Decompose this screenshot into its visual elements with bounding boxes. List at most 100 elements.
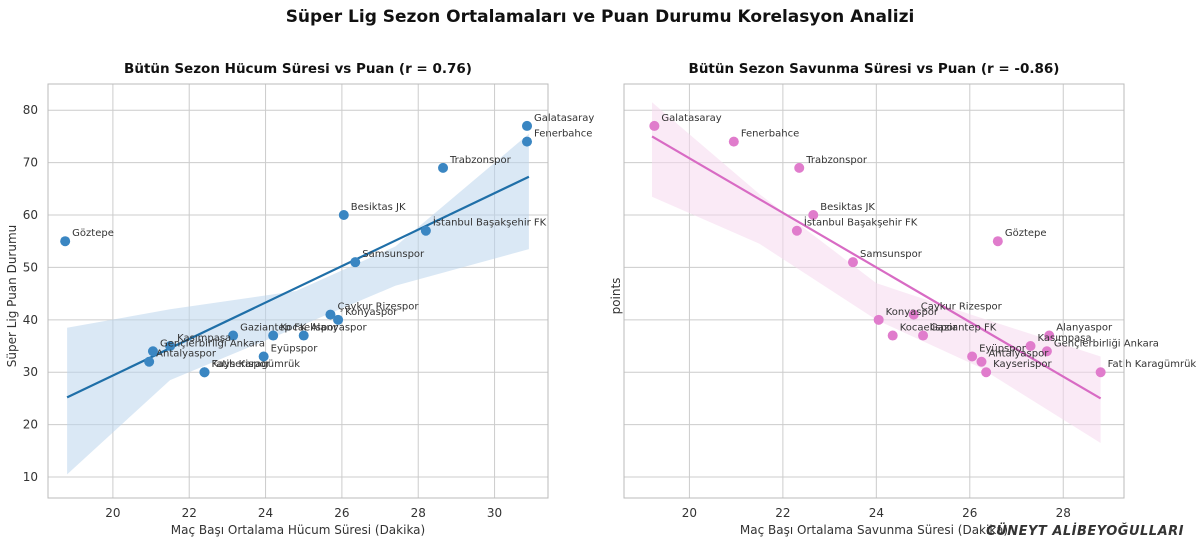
data-point (268, 330, 279, 341)
data-point (887, 330, 898, 341)
axes-frame (47, 83, 549, 499)
point-label: Antalyaspor (156, 349, 217, 360)
point-label: Trabzonspor (805, 155, 868, 166)
point-label: Gençlerbirliği Ankara (1054, 337, 1159, 349)
point-label: Kayserispor (211, 359, 270, 370)
point-label: Çaykur Rizespor (337, 302, 419, 313)
point-label: Gaziantep FK (930, 323, 997, 334)
author-signature: CÜNEYT ALİBEYOĞULLARI (986, 524, 1184, 539)
point-label: Alanyaspor (1056, 323, 1113, 334)
point-label: Samsunspor (860, 249, 923, 260)
data-point (333, 314, 344, 325)
x-tick-label: 24 (258, 506, 273, 520)
chart-attack-vs-points: Galatasaray Fenerbahce Trabzonspor Besiktas… (5, 61, 594, 537)
point-label: Galatasaray (534, 113, 594, 124)
point-label: Fatih Karagümrük (211, 359, 300, 370)
data-point (1041, 346, 1052, 357)
data-point (981, 367, 992, 378)
point-label: Kocaelispor (280, 323, 338, 334)
point-label: Kasımpaşa (1038, 333, 1092, 344)
point-label: Eyüpspor (979, 344, 1027, 355)
plot-area: Galatasaray Fenerbahce Trabzonspor Besiktas… (623, 83, 1197, 520)
data-point (325, 309, 336, 320)
data-point (908, 309, 919, 320)
point-label: Besiktas JK (351, 202, 406, 213)
y-tick-label: 20 (23, 418, 38, 432)
y-tick-label: 50 (23, 260, 38, 274)
regression-line (66, 175, 530, 399)
point-label: Gençlerbirliği Ankara (160, 337, 265, 349)
x-tick-label: 20 (105, 506, 120, 520)
plot-area: Galatasaray Fenerbahce Trabzonspor Besiktas… (23, 83, 594, 520)
data-point (350, 257, 361, 268)
data-point (1025, 341, 1036, 352)
confidence-band (67, 133, 529, 475)
data-point (847, 257, 858, 268)
point-label: Çaykur Rizespor (921, 302, 1003, 313)
y-axis-label: Süper Lig Puan Durumu (5, 225, 19, 368)
x-tick-label: 28 (1056, 506, 1071, 520)
data-point (298, 330, 309, 341)
point-label: Fenerbahce (741, 129, 799, 140)
x-axis-label: Maç Başı Ortalama Savunma Süresi (Dakika… (740, 523, 1008, 537)
point-label: Fatih Karagümrük (1108, 359, 1197, 370)
y-axis-label: points (609, 278, 623, 315)
chart-title: Bütün Sezon Hücum Süresi vs Puan (r = 0.… (124, 61, 472, 77)
data-point (918, 330, 929, 341)
point-label: Fenerbahce (534, 129, 592, 140)
data-point (976, 356, 987, 367)
data-point (873, 314, 884, 325)
data-point (967, 351, 978, 362)
y-tick-label: 70 (23, 156, 38, 170)
point-label: Göztepe (72, 228, 114, 239)
data-point (728, 136, 739, 147)
point-label: Kasımpaşa (177, 333, 231, 344)
data-point (258, 351, 269, 362)
regression-line (651, 135, 1102, 400)
y-tick-label: 30 (23, 365, 38, 379)
point-label: Konyaspor (886, 307, 939, 318)
point-label: Antalyaspor (988, 349, 1049, 360)
axes-frame (623, 83, 1125, 499)
point-label: Kayserispor (993, 359, 1052, 370)
data-point (791, 225, 802, 236)
y-tick-label: 80 (23, 103, 38, 117)
x-tick-label: 26 (334, 506, 349, 520)
data-point (794, 162, 805, 173)
x-tick-label: 22 (182, 506, 197, 520)
point-label: Galatasaray (661, 113, 721, 124)
x-tick-label: 22 (775, 506, 790, 520)
data-point (420, 225, 431, 236)
data-point (147, 346, 158, 357)
x-tick-label: 26 (962, 506, 977, 520)
x-tick-label: 24 (869, 506, 884, 520)
data-point (165, 341, 176, 352)
point-label: Gaziantep FK (240, 323, 307, 334)
point-label: Konyaspor (345, 307, 398, 318)
y-tick-label: 10 (23, 470, 38, 484)
chart-title: Bütün Sezon Savunma Süresi vs Puan (r = … (689, 61, 1060, 77)
data-point (228, 330, 239, 341)
point-label: İstanbul Başakşehir FK (804, 216, 918, 229)
x-tick-label: 20 (682, 506, 697, 520)
data-point (522, 120, 533, 131)
confidence-band (652, 102, 1101, 444)
data-point (199, 367, 210, 378)
x-tick-label: 28 (411, 506, 426, 520)
point-label: Kocaelispor (900, 323, 958, 334)
data-point (649, 120, 660, 131)
data-point (1044, 330, 1055, 341)
x-tick-label: 30 (487, 506, 502, 520)
point-label: Trabzonspor (449, 155, 512, 166)
data-point (338, 210, 349, 221)
data-point (522, 136, 533, 147)
data-point (438, 162, 449, 173)
data-point (808, 210, 819, 221)
point-label: İstanbul Başakşehir FK (433, 216, 547, 229)
chart-defense-vs-points: Galatasaray Fenerbahce Trabzonspor Besiktas… (609, 61, 1196, 537)
data-point (992, 236, 1003, 247)
point-label: Samsunspor (362, 249, 425, 260)
point-label: Eyüpspor (271, 344, 319, 355)
y-tick-label: 60 (23, 208, 38, 222)
